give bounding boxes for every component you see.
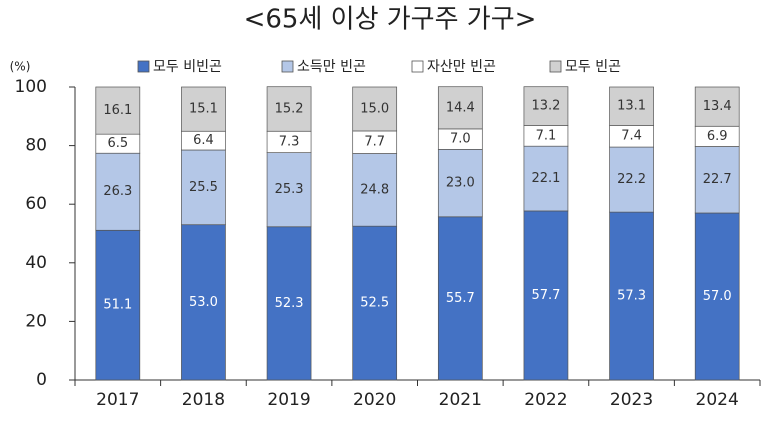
legend-label: 모두 비빈곤 — [153, 59, 222, 75]
bar-segment — [266, 152, 312, 228]
bar-segment — [352, 153, 398, 227]
value-label: 55.7 — [446, 291, 475, 306]
bar-segment — [95, 229, 141, 381]
value-label: 22.7 — [703, 172, 732, 187]
legend-label: 소득만 빈곤 — [297, 59, 366, 75]
y-tick-label: 80 — [25, 136, 47, 156]
bar-segment — [437, 86, 483, 130]
value-label: 13.2 — [531, 99, 560, 114]
legend-swatch — [549, 60, 562, 73]
bar-segment — [437, 149, 483, 218]
value-label: 15.0 — [360, 101, 389, 116]
value-label: 25.3 — [275, 182, 304, 197]
y-axis-label: (%) — [10, 60, 31, 74]
value-label: 13.1 — [617, 99, 646, 114]
y-tick-label: 60 — [25, 194, 47, 214]
value-label: 7.3 — [279, 134, 300, 149]
value-label: 57.3 — [617, 289, 646, 304]
value-label: 6.5 — [107, 136, 128, 151]
legend-label: 모두 빈곤 — [565, 59, 621, 75]
chart-title: <65세 이상 가구주 가구> — [244, 5, 537, 35]
bar-segment — [437, 216, 483, 381]
value-label: 15.1 — [189, 102, 218, 117]
y-tick-label: 20 — [25, 311, 47, 331]
bar-segment — [523, 145, 569, 212]
x-tick-label: 2017 — [96, 390, 139, 410]
bar-segment — [266, 86, 312, 132]
x-tick-label: 2022 — [524, 390, 567, 410]
x-tick-label: 2018 — [182, 390, 225, 410]
value-label: 7.1 — [536, 128, 557, 143]
bar-segment — [181, 224, 226, 381]
y-tick-label: 40 — [25, 253, 47, 273]
bar-segment — [266, 226, 312, 381]
bar-segment — [181, 149, 226, 226]
value-label: 22.2 — [617, 172, 646, 187]
x-tick-label: 2019 — [267, 390, 310, 410]
value-label: 57.0 — [703, 289, 732, 304]
value-label: 23.0 — [446, 176, 475, 191]
value-label: 25.5 — [189, 180, 218, 195]
bar-segment — [609, 146, 654, 213]
value-label: 7.7 — [364, 135, 385, 150]
value-label: 6.9 — [707, 129, 728, 144]
bar-segment — [352, 86, 398, 132]
value-label: 53.0 — [189, 295, 218, 310]
bar-segment — [609, 211, 654, 381]
value-label: 14.4 — [446, 100, 475, 115]
x-tick-label: 2020 — [353, 390, 396, 410]
value-label: 7.4 — [621, 129, 642, 144]
value-label: 13.4 — [703, 99, 732, 114]
bar-segment — [95, 152, 141, 231]
x-tick-label: 2023 — [610, 390, 653, 410]
bar-segment — [181, 86, 226, 132]
bar-segment — [694, 212, 740, 381]
value-label: 15.2 — [275, 101, 304, 116]
legend-label: 자산만 빈곤 — [427, 59, 496, 75]
bar-segment — [609, 86, 654, 126]
x-tick-label: 2021 — [439, 390, 482, 410]
value-label: 16.1 — [103, 103, 132, 118]
value-label: 22.1 — [531, 171, 560, 186]
bar-segment — [523, 210, 569, 381]
bar-segment — [523, 86, 569, 126]
bar-segment — [694, 146, 740, 214]
legend-swatch — [137, 60, 150, 73]
y-tick-label: 0 — [36, 370, 47, 390]
value-label: 26.3 — [103, 184, 132, 199]
legend-swatch — [411, 60, 424, 73]
value-label: 7.0 — [450, 132, 471, 147]
value-label: 52.3 — [275, 296, 304, 311]
value-label: 52.5 — [360, 296, 389, 311]
bar-segment — [95, 86, 141, 135]
value-label: 51.1 — [103, 298, 132, 313]
value-label: 6.4 — [193, 133, 214, 148]
y-tick-label: 100 — [15, 77, 47, 97]
bar-segment — [694, 86, 740, 127]
value-label: 24.8 — [360, 182, 389, 197]
value-label: 57.7 — [531, 288, 560, 303]
legend-swatch — [281, 60, 294, 73]
x-tick-label: 2024 — [696, 390, 739, 410]
bar-segment — [352, 225, 398, 381]
